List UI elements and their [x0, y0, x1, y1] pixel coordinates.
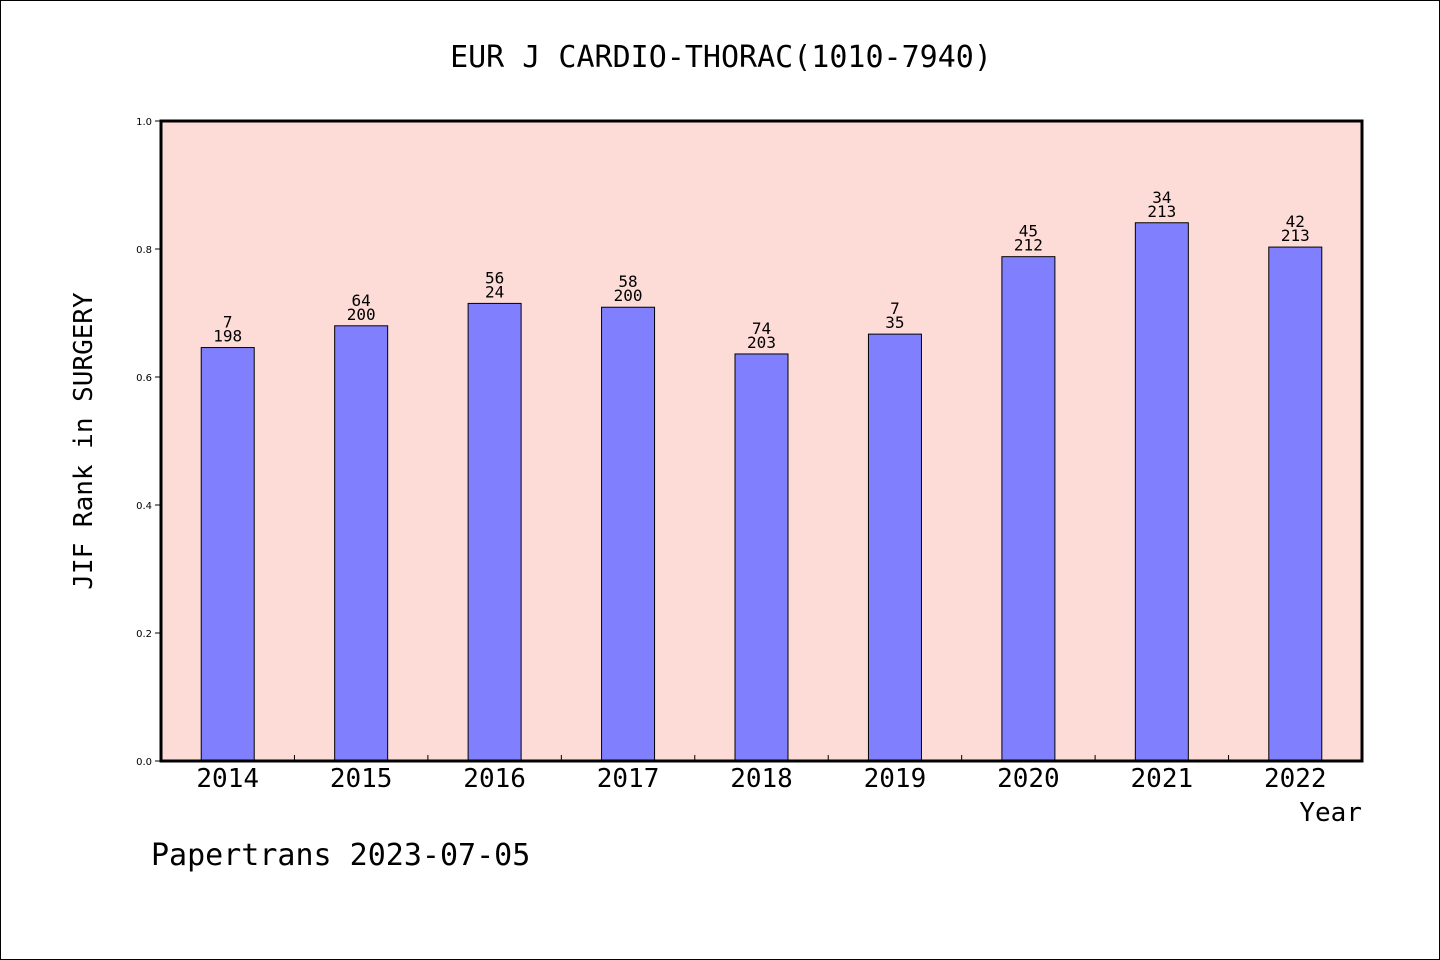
bar-2014 — [200, 347, 255, 762]
bar-2020 — [1001, 256, 1056, 762]
bar-rank-label: 74 — [752, 319, 771, 338]
y-tick-label: 0.4 — [136, 501, 152, 512]
bar-total-label: 198 — [213, 327, 242, 346]
bar-rank-label: 7 — [890, 299, 900, 318]
bar-rank-label: 45 — [1019, 222, 1038, 241]
x-tick-label: 2019 — [864, 764, 927, 794]
x-tick-label: 2022 — [1264, 764, 1327, 794]
bar-total-label: 200 — [347, 305, 376, 324]
bar-2019 — [867, 333, 922, 762]
y-tick-label: 0.0 — [136, 757, 152, 768]
bar-total-label: 200 — [614, 286, 643, 305]
x-tick-label: 2020 — [997, 764, 1060, 794]
plot-border — [159, 119, 1364, 763]
chart-title: EUR J CARDIO-THORAC(1010-7940) — [450, 40, 992, 75]
y-tick-label: 0.6 — [136, 373, 152, 384]
bar-total-label: 213 — [1147, 202, 1176, 221]
bar-2016 — [467, 302, 522, 762]
bar-rank-label: 64 — [352, 291, 371, 310]
bars-group: 7198642005624582007420373545212342134221… — [200, 188, 1323, 762]
bar-rank-label: 34 — [1152, 188, 1171, 207]
bar-rank-label: 42 — [1286, 212, 1305, 231]
y-tick-label: 0.8 — [136, 245, 152, 256]
bar-rank-label: 58 — [618, 272, 637, 291]
x-tick-label: 2017 — [597, 764, 660, 794]
y-axis-label: JIF Rank in SURGERY — [69, 292, 99, 590]
x-tick-label: 2015 — [330, 764, 393, 794]
bar-total-label: 203 — [747, 333, 776, 352]
y-tick-label: 0.2 — [136, 629, 152, 640]
bar-total-label: 24 — [485, 282, 504, 301]
bar-2017 — [601, 306, 656, 762]
y-tick-label: 1.0 — [136, 117, 152, 128]
x-tick-label: 2016 — [463, 764, 526, 794]
bar-total-label: 35 — [885, 313, 904, 332]
x-tick-label: 2014 — [196, 764, 259, 794]
x-tick-label: 2018 — [730, 764, 793, 794]
bar-rank-label: 56 — [485, 268, 504, 287]
x-tick-label: 2021 — [1131, 764, 1194, 794]
ticks-group: 2014 2015 2016 2017 2018 2019 2020 2021 2022 0.0 0… — [136, 117, 1326, 794]
bar-2021 — [1134, 222, 1189, 762]
x-axis-label: Year — [1299, 798, 1362, 828]
bar-total-label: 212 — [1014, 236, 1043, 255]
bar-2022 — [1268, 246, 1323, 762]
footer-credit: Papertrans 2023-07-05 — [151, 838, 530, 873]
bar-2018 — [734, 353, 789, 762]
bar-rank-label: 7 — [223, 313, 233, 332]
bar-total-label: 213 — [1281, 226, 1310, 245]
bar-2015 — [334, 325, 389, 762]
